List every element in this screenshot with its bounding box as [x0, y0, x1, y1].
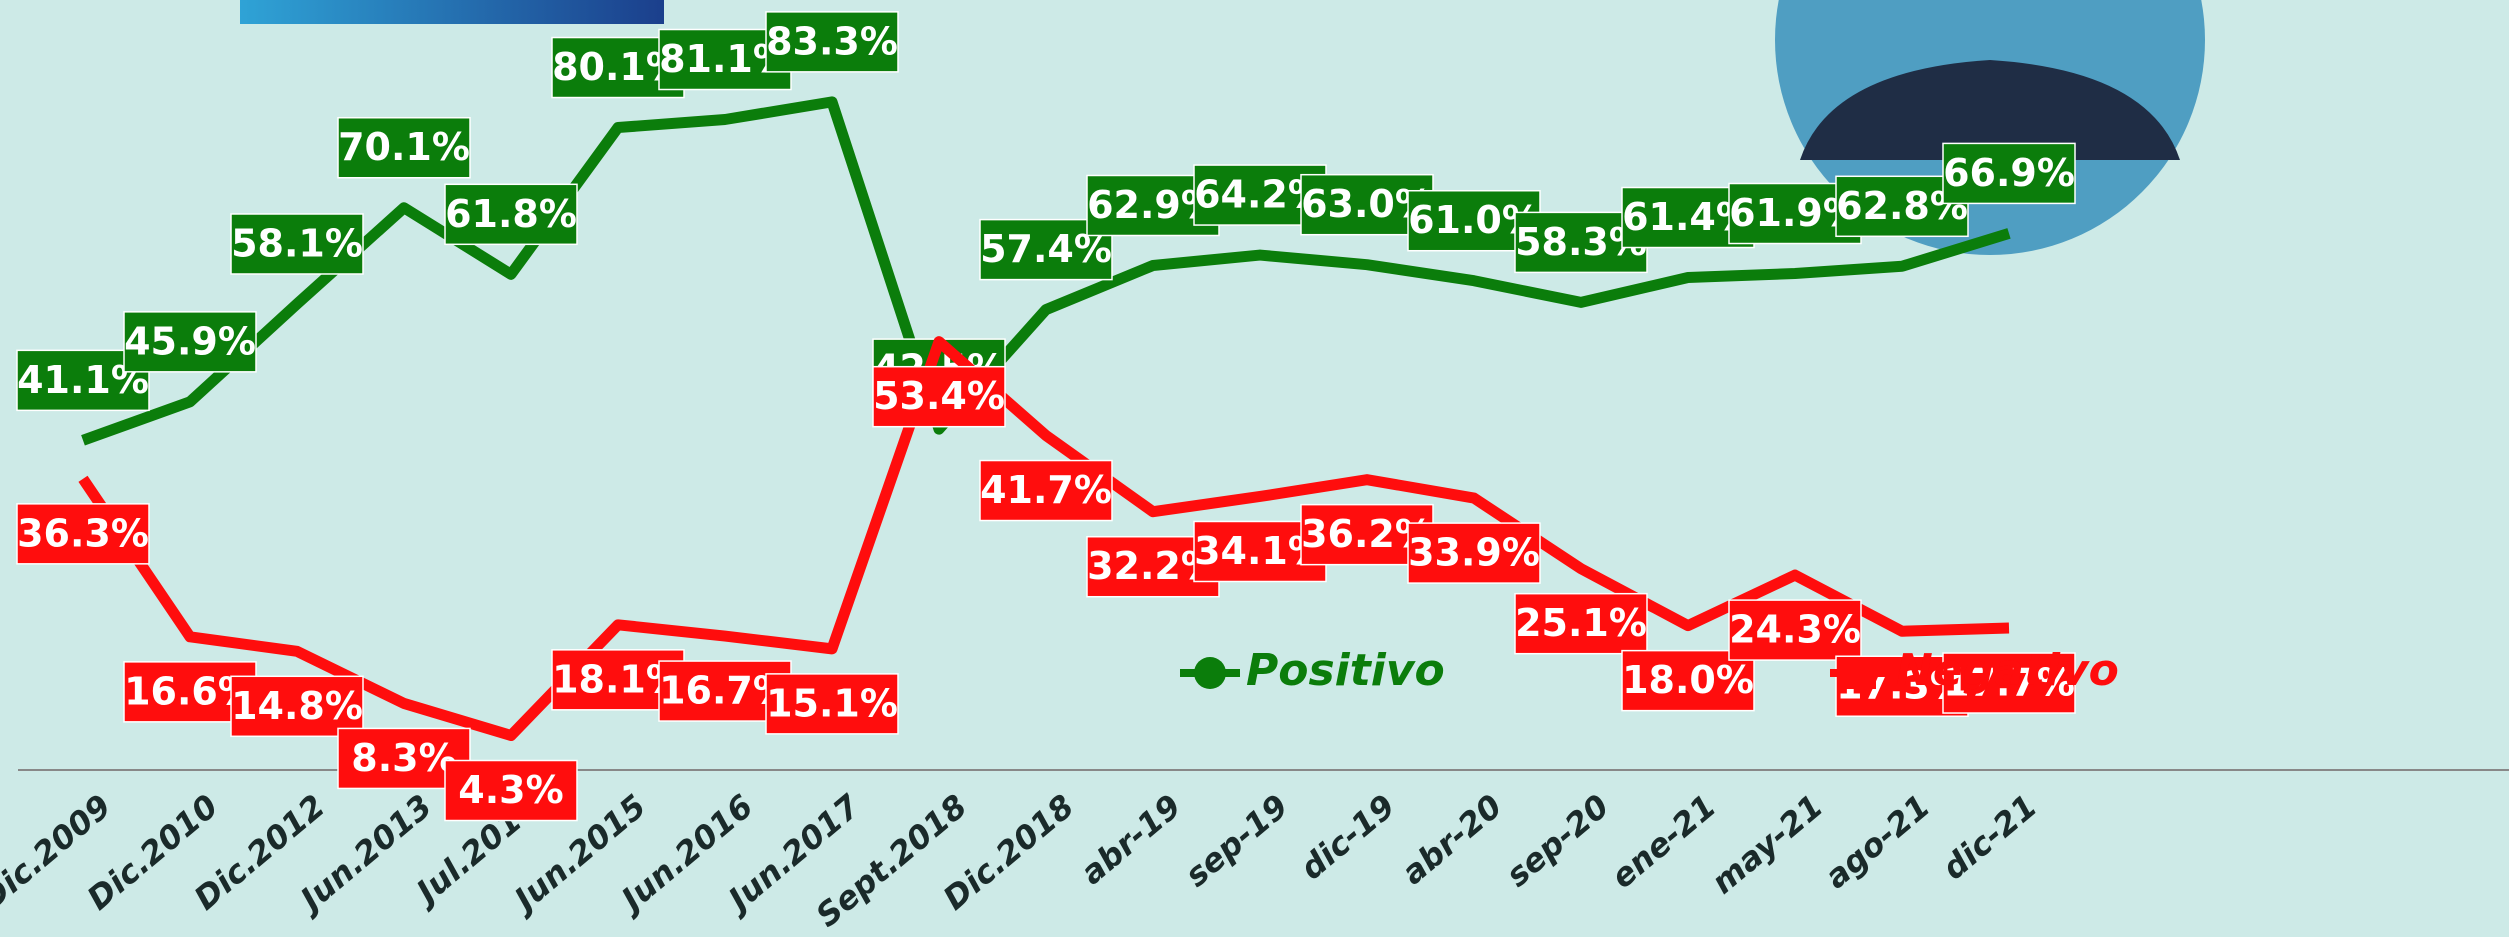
data-label: 70.1% — [338, 125, 470, 169]
data-label: 15.1% — [766, 681, 898, 725]
legend-label: Positivo — [1246, 645, 1445, 696]
x-tick-label: abr-19 — [1073, 787, 1188, 892]
legend-label: Negativo — [1896, 645, 2119, 696]
x-tick-label: ene-21 — [1604, 787, 1723, 896]
data-label: 53.4% — [873, 374, 1005, 418]
data-label: 36.3% — [17, 511, 149, 555]
chart: Dic.2009Dic.2010Dic.2012Jun.2013Jul.2014… — [0, 0, 2509, 937]
data-label: 14.8% — [231, 684, 363, 728]
data-label: 8.3% — [351, 736, 456, 780]
header-bar — [240, 0, 664, 24]
data-label: 18.0% — [1622, 658, 1754, 702]
legend-marker — [1844, 657, 1876, 689]
x-tick-label: sep-20 — [1499, 787, 1616, 894]
x-tick-label: abr-20 — [1394, 787, 1509, 892]
x-tick-label: may-21 — [1704, 787, 1830, 901]
data-label: 66.9% — [1943, 151, 2075, 195]
data-label: 4.3% — [458, 768, 563, 812]
x-tick-label: sep-19 — [1178, 787, 1295, 894]
x-tick-label: dic-19 — [1293, 787, 1402, 887]
x-tick-label: dic-21 — [1935, 787, 2044, 887]
data-label: 33.9% — [1408, 531, 1540, 575]
data-label: 24.3% — [1729, 608, 1861, 652]
legend-marker — [1194, 657, 1226, 689]
data-label: 83.3% — [766, 19, 898, 63]
data-label: 61.8% — [445, 192, 577, 236]
data-label: 41.7% — [980, 468, 1112, 512]
data-label: 45.9% — [124, 319, 256, 363]
x-tick-label: ago-21 — [1817, 787, 1937, 896]
data-label: 58.1% — [231, 221, 363, 265]
data-label: 25.1% — [1515, 601, 1647, 645]
